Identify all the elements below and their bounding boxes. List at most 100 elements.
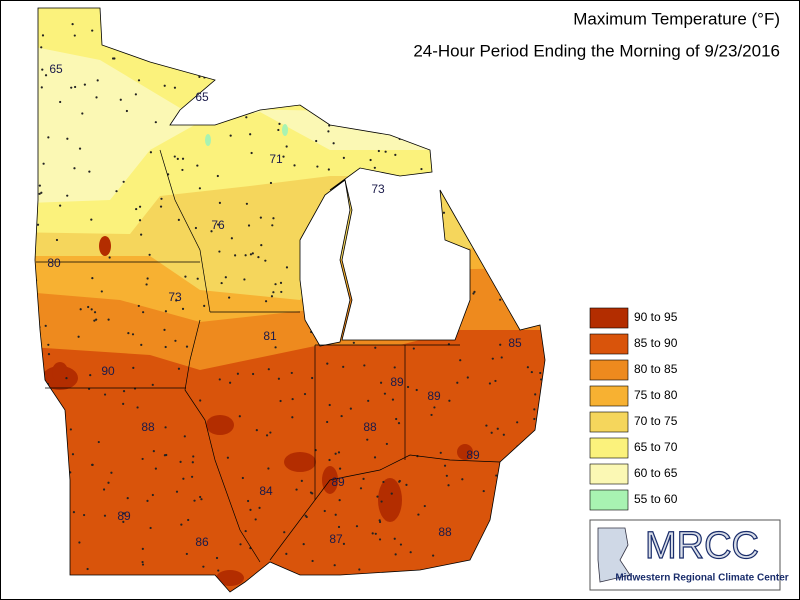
hot-spot xyxy=(206,415,234,435)
station-dot xyxy=(127,332,130,335)
station-dot xyxy=(439,451,442,454)
station-dot xyxy=(534,393,537,396)
station-dot xyxy=(539,371,542,375)
station-dot xyxy=(154,121,157,124)
map-label: 89 xyxy=(427,389,441,403)
station-dot xyxy=(352,341,355,344)
station-dot xyxy=(138,219,142,222)
station-dot xyxy=(285,145,288,148)
station-dot xyxy=(115,190,118,193)
station-dot xyxy=(377,149,380,153)
station-dot xyxy=(146,277,149,280)
station-dot xyxy=(311,376,314,380)
station-dot xyxy=(340,414,343,418)
station-dot xyxy=(311,559,314,563)
station-dot xyxy=(267,467,270,470)
legend-swatch xyxy=(589,307,629,329)
station-dot xyxy=(459,359,462,362)
station-dot xyxy=(502,433,505,436)
station-dot xyxy=(95,318,98,321)
station-dot xyxy=(394,553,397,556)
station-dot xyxy=(135,207,138,211)
legend-label: 70 to 75 xyxy=(634,414,678,428)
station-dot xyxy=(41,68,44,71)
station-dot xyxy=(278,122,281,125)
station-dot xyxy=(122,390,126,393)
station-dot xyxy=(530,370,533,374)
mississippi-border xyxy=(184,319,261,563)
legend-label: 75 to 80 xyxy=(634,388,678,402)
legend-swatch xyxy=(589,385,629,407)
station-dot xyxy=(271,224,274,227)
station-dot xyxy=(173,86,177,89)
station-dot xyxy=(140,233,143,236)
station-dot xyxy=(44,74,48,77)
station-dot xyxy=(95,96,98,99)
station-dot xyxy=(160,197,163,200)
station-dot xyxy=(151,493,154,497)
station-dot xyxy=(305,515,308,519)
station-dot xyxy=(107,318,110,321)
station-dot xyxy=(164,345,167,349)
station-dot xyxy=(59,204,62,207)
station-dot xyxy=(79,308,82,311)
station-dot xyxy=(394,153,397,156)
station-dot xyxy=(122,520,125,524)
station-dot xyxy=(66,194,69,197)
station-dot xyxy=(215,556,219,560)
station-dot xyxy=(380,500,383,503)
station-dot xyxy=(47,353,51,356)
title: Maximum Temperature (°F) xyxy=(573,9,780,28)
station-dot xyxy=(311,492,314,495)
legend-swatch xyxy=(589,437,629,459)
map-label: 65 xyxy=(195,90,209,104)
station-dot xyxy=(194,226,198,230)
hot-spot xyxy=(457,444,473,460)
station-dot xyxy=(499,298,502,301)
station-dot xyxy=(140,343,143,346)
station-dot xyxy=(86,567,89,571)
logo-map-icon xyxy=(597,527,631,583)
station-dot xyxy=(36,223,40,226)
station-dot xyxy=(337,451,341,454)
station-dot xyxy=(378,538,382,541)
station-dot xyxy=(249,133,252,136)
map-label: 85 xyxy=(508,336,522,350)
station-dot xyxy=(393,537,396,540)
hot-spot xyxy=(52,362,68,382)
station-dot xyxy=(216,174,219,178)
station-dot xyxy=(362,477,365,480)
station-dot xyxy=(258,506,261,509)
station-dot xyxy=(187,518,190,522)
legend-label: 65 to 70 xyxy=(634,440,678,454)
map-label: 65 xyxy=(49,62,63,76)
station-dot xyxy=(191,461,194,464)
station-dot xyxy=(185,345,189,348)
state-borders xyxy=(36,149,501,563)
station-dot xyxy=(218,201,221,204)
station-dot xyxy=(269,431,272,434)
station-dot xyxy=(122,180,125,183)
station-dot xyxy=(179,460,182,463)
station-dot xyxy=(417,513,420,516)
station-dot xyxy=(272,291,275,294)
station-dot xyxy=(107,481,110,484)
station-dot xyxy=(149,151,153,154)
map-label: 86 xyxy=(195,535,209,549)
station-dot xyxy=(300,479,303,482)
station-dot xyxy=(342,542,346,545)
station-dot xyxy=(55,238,59,242)
station-dot xyxy=(461,478,464,481)
station-dot xyxy=(327,130,330,133)
station-dot xyxy=(257,256,260,259)
station-dot xyxy=(373,456,377,459)
station-dot xyxy=(244,529,247,533)
station-dot xyxy=(367,399,370,402)
legend-swatch xyxy=(589,359,629,381)
station-dot xyxy=(499,343,502,346)
station-dot xyxy=(230,237,233,240)
logo-tagline: Midwestern Regional Climate Center xyxy=(615,573,788,584)
legend-swatch xyxy=(589,489,629,511)
legend-swatch xyxy=(589,333,629,355)
station-dot xyxy=(382,480,385,484)
